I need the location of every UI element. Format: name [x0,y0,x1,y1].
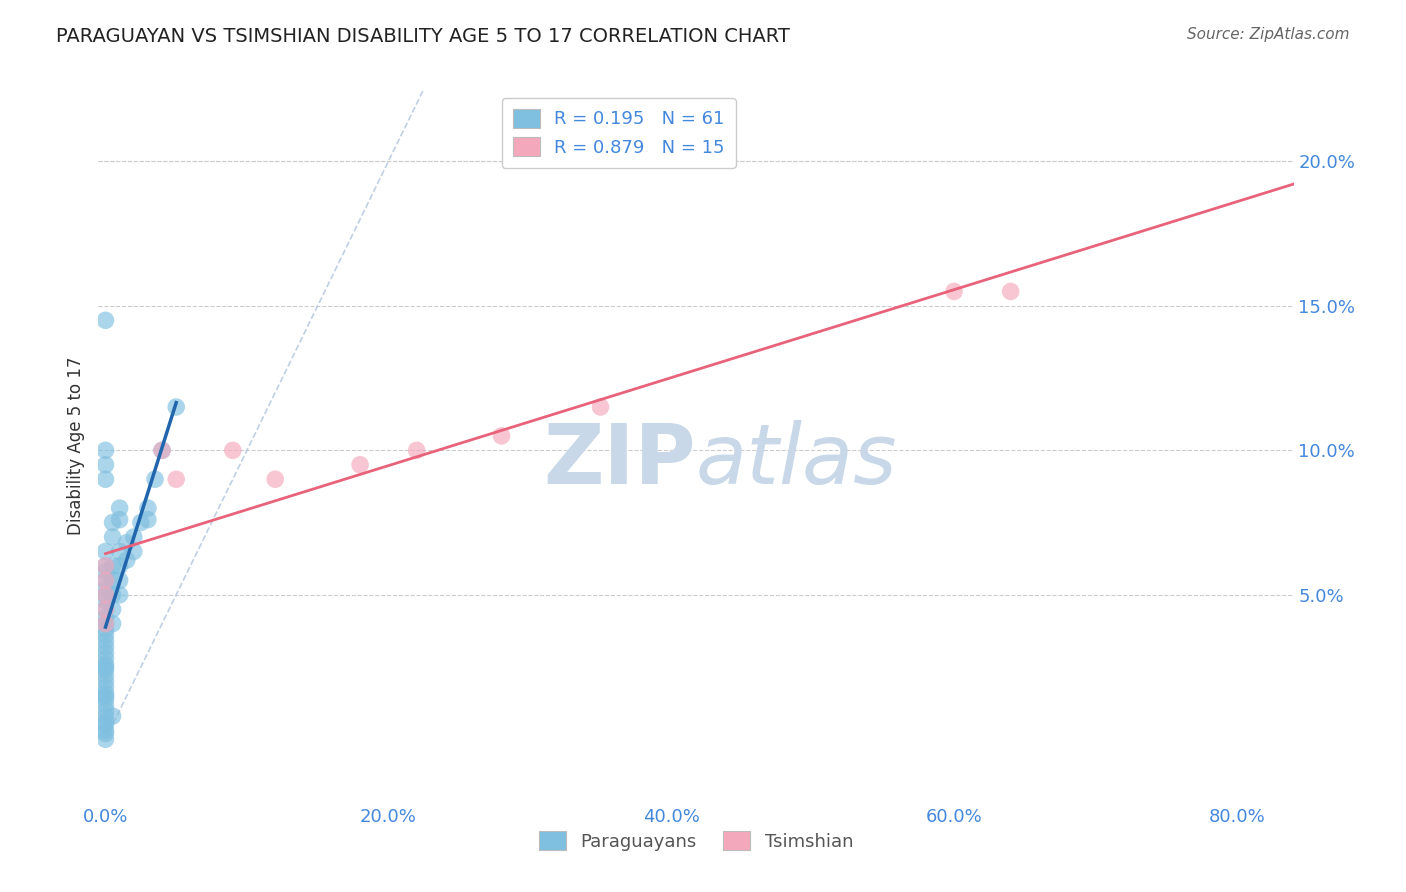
Point [94,623,117,637]
Point [94,703,117,717]
Point [101,709,124,723]
Point [94,691,117,706]
Point [94,680,117,694]
Point [108,574,131,588]
Point [94,651,117,665]
Point [115,553,138,567]
Point [94,602,117,616]
Point [94,718,117,732]
Point [94,646,117,660]
Point [94,689,117,703]
Point [94,574,117,588]
Point [94,443,117,458]
Point [94,472,117,486]
Point [150,443,173,458]
Point [143,472,166,486]
Point [491,429,513,443]
Point [165,472,187,486]
Text: ZIP: ZIP [544,420,696,500]
Point [94,714,117,729]
Point [94,674,117,689]
Point [943,285,966,299]
Point [108,501,131,516]
Point [101,516,124,530]
Point [94,565,117,579]
Point [129,516,152,530]
Point [94,634,117,648]
Point [94,582,117,596]
Point [101,588,124,602]
Point [94,558,117,573]
Point [94,732,117,747]
Point [94,593,117,607]
Point [94,726,117,740]
Point [165,400,187,414]
Point [349,458,371,472]
Point [94,698,117,712]
Point [136,513,159,527]
Point [405,443,427,458]
Point [101,602,124,616]
Point [94,616,117,631]
Point [1000,285,1022,299]
Point [94,640,117,654]
Point [94,660,117,674]
Text: atlas: atlas [696,420,897,500]
Point [136,501,159,516]
Point [222,443,245,458]
Text: Source: ZipAtlas.com: Source: ZipAtlas.com [1187,27,1350,42]
Y-axis label: Disability Age 5 to 17: Disability Age 5 to 17 [66,357,84,535]
Point [108,513,131,527]
Point [122,530,145,544]
Point [94,686,117,700]
Point [101,530,124,544]
Point [101,558,124,573]
Point [94,611,117,625]
Point [94,558,117,573]
Point [94,313,117,327]
Point [150,443,173,458]
Point [94,628,117,642]
Point [94,616,117,631]
Point [94,723,117,738]
Text: PARAGUAYAN VS TSIMSHIAN DISABILITY AGE 5 TO 17 CORRELATION CHART: PARAGUAYAN VS TSIMSHIAN DISABILITY AGE 5… [56,27,790,45]
Point [264,472,287,486]
Point [94,458,117,472]
Point [94,588,117,602]
Point [122,544,145,558]
Point [94,663,117,677]
Point [115,536,138,550]
Point [94,544,117,558]
Point [108,558,131,573]
Point [94,657,117,672]
Point [94,602,117,616]
Point [94,709,117,723]
Point [94,588,117,602]
Point [108,544,131,558]
Point [589,400,612,414]
Point [94,574,117,588]
Point [108,588,131,602]
Point [101,616,124,631]
Legend: Paraguayans, Tsimshian: Paraguayans, Tsimshian [531,824,860,858]
Point [94,668,117,682]
Point [101,574,124,588]
